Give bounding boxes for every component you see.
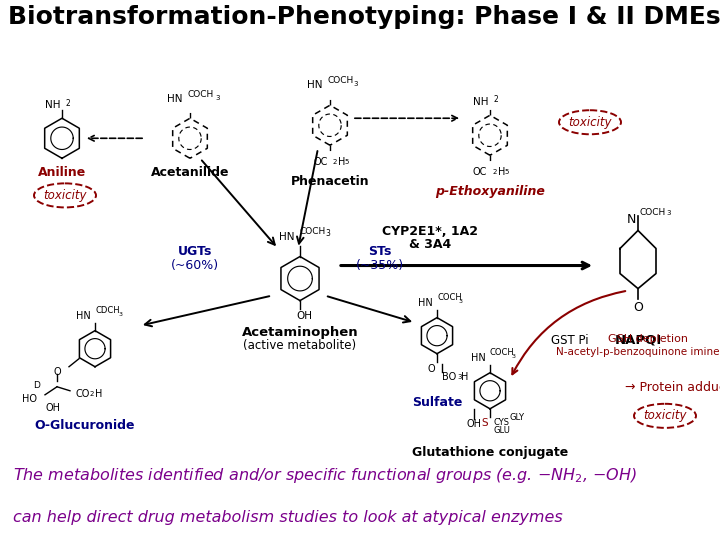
Text: Sulfate: Sulfate <box>412 396 462 409</box>
Text: GSH depletion: GSH depletion <box>608 334 688 343</box>
Text: HN: HN <box>418 298 433 308</box>
Text: CYP2E1*, 1A2: CYP2E1*, 1A2 <box>382 226 478 239</box>
Text: NAPQI: NAPQI <box>614 334 662 347</box>
Text: O: O <box>633 301 643 314</box>
Text: 2: 2 <box>493 95 498 104</box>
Text: O: O <box>53 367 60 377</box>
Text: Biotransformation-Phenotyping: Phase I & II DMEs: Biotransformation-Phenotyping: Phase I &… <box>8 5 720 29</box>
Text: COCH: COCH <box>300 227 326 237</box>
Text: 3: 3 <box>457 374 462 380</box>
Text: 3: 3 <box>119 312 123 316</box>
Text: The metabolites identified and/or specific functional groups (e.g. $-$NH$_2$, $-: The metabolites identified and/or specif… <box>13 467 637 485</box>
Text: COCH: COCH <box>640 208 666 218</box>
Text: CYS: CYS <box>493 418 509 427</box>
Text: OC: OC <box>314 157 328 167</box>
Text: HN: HN <box>279 233 295 242</box>
Text: 3: 3 <box>512 354 516 359</box>
Text: toxicity: toxicity <box>568 116 612 129</box>
Text: COCH: COCH <box>188 90 215 99</box>
Text: 5: 5 <box>504 170 508 176</box>
Text: OH: OH <box>45 403 60 413</box>
Text: COCH: COCH <box>327 76 354 85</box>
Text: NH: NH <box>45 100 60 110</box>
Text: 2: 2 <box>333 159 338 165</box>
Text: S: S <box>482 418 488 428</box>
Text: H: H <box>95 389 102 399</box>
Text: OH: OH <box>467 419 482 429</box>
Text: Aniline: Aniline <box>38 166 86 179</box>
Text: OC: OC <box>472 167 487 177</box>
Text: COCH: COCH <box>437 293 462 302</box>
Text: HN: HN <box>76 310 91 321</box>
Text: (active metabolite): (active metabolite) <box>243 339 356 352</box>
Text: 5: 5 <box>344 159 348 165</box>
Text: H: H <box>461 372 469 382</box>
Text: STs: STs <box>369 246 392 259</box>
Text: O: O <box>428 364 435 374</box>
Text: D: D <box>33 381 40 390</box>
Text: BO: BO <box>442 372 456 382</box>
Text: HN: HN <box>307 80 322 90</box>
Text: 2: 2 <box>65 99 70 108</box>
Text: COCH: COCH <box>490 348 515 357</box>
Text: & 3A4: & 3A4 <box>409 239 451 252</box>
Text: H: H <box>498 167 505 177</box>
Text: (~60%): (~60%) <box>171 259 219 272</box>
Text: OH: OH <box>296 310 312 321</box>
Text: can help direct drug metabolism studies to look at atypical enzymes: can help direct drug metabolism studies … <box>13 510 563 525</box>
Text: N-acetyl-p-benzoquinone imine: N-acetyl-p-benzoquinone imine <box>557 347 720 357</box>
Text: 3: 3 <box>666 211 670 217</box>
Text: (~35%): (~35%) <box>356 259 404 272</box>
Text: 2: 2 <box>90 391 94 397</box>
Text: 3: 3 <box>325 230 330 239</box>
Text: HN: HN <box>472 353 486 363</box>
Text: NH: NH <box>472 97 488 107</box>
Text: CO: CO <box>75 389 89 399</box>
Text: 3: 3 <box>215 95 220 101</box>
Text: CDCH: CDCH <box>95 306 120 315</box>
Text: 3: 3 <box>353 81 358 87</box>
Text: HO: HO <box>22 394 37 404</box>
Text: toxicity: toxicity <box>43 189 86 202</box>
Text: GST Pi: GST Pi <box>552 334 589 347</box>
Text: Acetaminophen: Acetaminophen <box>242 326 359 339</box>
Text: Phenacetin: Phenacetin <box>291 176 369 188</box>
Text: GLU: GLU <box>493 426 510 435</box>
Text: toxicity: toxicity <box>643 409 687 422</box>
Text: UGTs: UGTs <box>178 246 212 259</box>
Text: Glutathione conjugate: Glutathione conjugate <box>412 446 568 459</box>
Text: N: N <box>626 213 636 226</box>
Text: O-Glucuronide: O-Glucuronide <box>35 419 135 432</box>
Text: → Protein adducts: → Protein adducts <box>625 381 720 394</box>
Text: Acetanilide: Acetanilide <box>150 166 229 179</box>
Text: GLY: GLY <box>510 413 525 422</box>
Text: 2: 2 <box>493 170 498 176</box>
Text: HN: HN <box>166 94 182 104</box>
Text: 3: 3 <box>459 299 463 303</box>
Text: p-Ethoxyaniline: p-Ethoxyaniline <box>435 185 545 198</box>
Text: H: H <box>338 157 346 167</box>
